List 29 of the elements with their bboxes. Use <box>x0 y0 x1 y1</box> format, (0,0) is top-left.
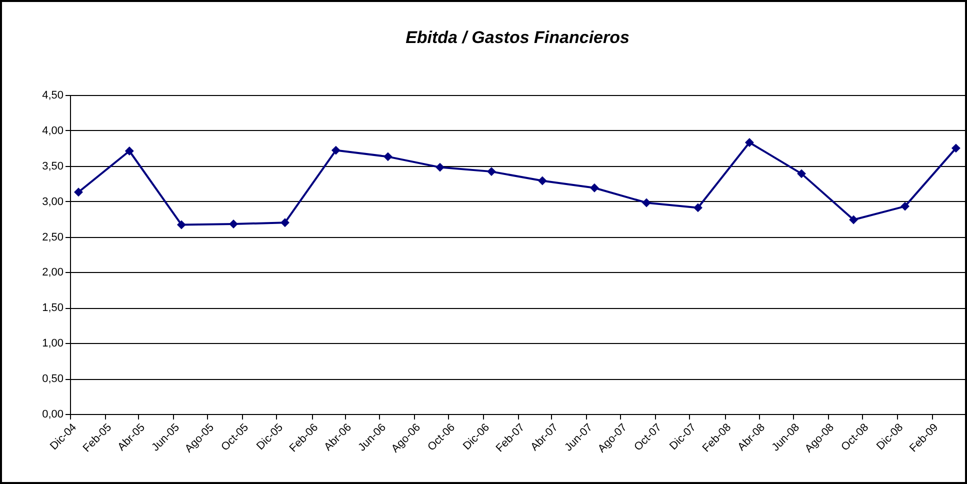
point <box>797 169 806 178</box>
y-tick-label: 4,50 <box>42 90 64 102</box>
point <box>538 176 547 186</box>
point <box>590 183 599 192</box>
point <box>176 220 186 230</box>
point <box>849 215 858 224</box>
y-tick-label: 1,00 <box>42 338 64 350</box>
chart-title: Ebitda / Gastos Financieros <box>406 28 630 47</box>
y-tick-label: 1,50 <box>42 302 64 314</box>
point <box>642 198 651 208</box>
point <box>951 144 960 153</box>
point <box>487 167 496 176</box>
y-tick-label: 0,00 <box>42 408 64 420</box>
point <box>900 202 910 211</box>
y-tick-label: 2,50 <box>42 231 64 244</box>
y-tick-label: 3,50 <box>42 160 64 172</box>
point <box>124 146 134 156</box>
point <box>229 220 238 228</box>
point <box>436 162 444 172</box>
point <box>331 146 340 155</box>
point <box>74 188 83 197</box>
y-tick-label: 0,50 <box>42 373 64 386</box>
point <box>280 218 290 228</box>
point <box>694 203 702 212</box>
y-tick-label: 3,00 <box>42 196 64 208</box>
y-tick-label: 2,00 <box>42 266 64 279</box>
point <box>383 152 392 162</box>
point <box>744 138 754 147</box>
y-tick-label: 4,00 <box>42 124 64 137</box>
